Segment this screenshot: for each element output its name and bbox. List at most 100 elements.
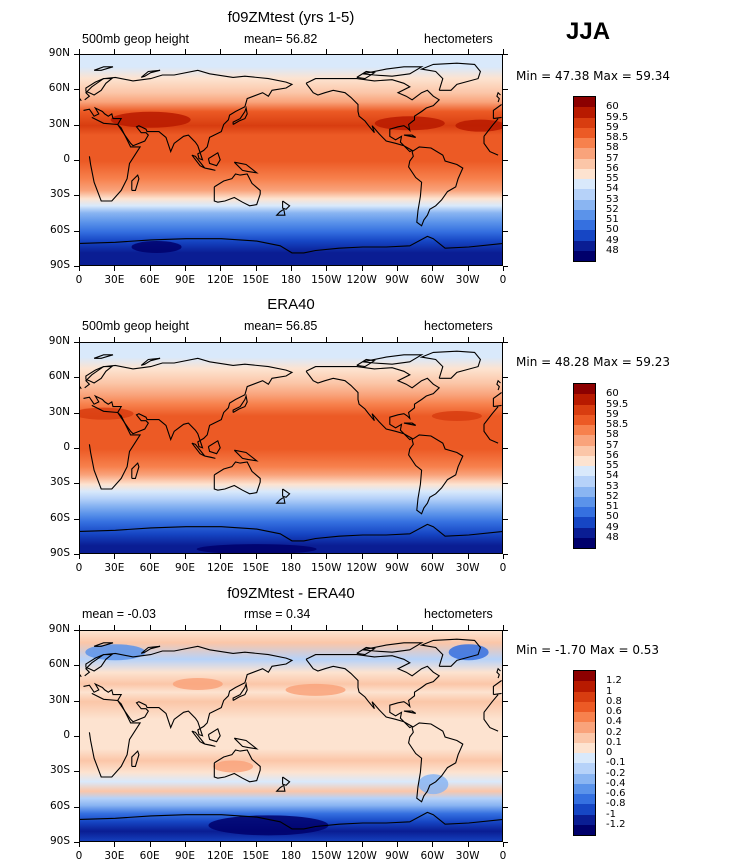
tick-mark (114, 266, 116, 271)
lat-tick-label: 90S (49, 835, 70, 847)
lon-tick-label: 150W (311, 562, 342, 574)
coastline (213, 461, 261, 495)
colorbar-label: 48 (606, 244, 619, 256)
coastline (282, 200, 291, 210)
field-anomaly (172, 678, 223, 690)
tick-mark (397, 266, 398, 271)
colorbar-label: 58 (606, 429, 619, 441)
colorbar-label: 48 (606, 531, 619, 543)
tick-mark (361, 625, 363, 630)
colorbar-label: 60 (606, 388, 619, 400)
field-anomaly (448, 644, 489, 661)
field-anomaly (431, 411, 482, 422)
tick-mark (361, 49, 363, 54)
colorbar-swatch (574, 158, 595, 169)
colorbar-label: 52 (606, 490, 619, 502)
colorbar (573, 383, 596, 549)
colorbar-swatch (574, 455, 595, 466)
colorbar-swatch (574, 189, 595, 200)
coastline (93, 66, 114, 71)
tick-mark (291, 554, 292, 559)
map-panel (79, 54, 503, 266)
coastline (191, 730, 206, 745)
tick-mark (503, 736, 508, 737)
tick-mark (503, 266, 504, 271)
tick-mark (74, 736, 79, 737)
tick-mark (74, 448, 79, 449)
colorbar-label: 56 (606, 162, 619, 174)
lon-tick-label: 60W (420, 562, 445, 574)
tick-mark (149, 554, 151, 559)
colorbar-swatch (574, 753, 595, 764)
colorbar-label: 1 (606, 685, 613, 697)
lon-tick-label: 0 (499, 562, 507, 574)
coastline (233, 737, 259, 750)
coastline (213, 749, 261, 783)
panel-minmax: Min = 47.38 Max = 59.34 (516, 69, 670, 83)
colorbar-label: 59 (606, 121, 619, 133)
coastline (83, 69, 502, 161)
colorbar-label: 55 (606, 460, 619, 471)
tick-mark (79, 554, 80, 559)
panel-left-label: 500mb geop height (82, 319, 190, 333)
tick-mark (503, 337, 504, 342)
tick-mark (291, 337, 292, 342)
tick-mark (220, 554, 222, 559)
tick-mark (74, 266, 79, 267)
field-anomaly (208, 815, 329, 836)
coastline (356, 646, 376, 656)
colorbar-label: 1.2 (606, 675, 622, 687)
lat-tick-label: 30N (48, 693, 70, 706)
tick-mark (255, 337, 257, 342)
tick-mark (326, 337, 328, 342)
coastline (131, 174, 140, 191)
panel-title: f09ZMtest (yrs 1-5) (227, 9, 355, 26)
map-canvas (80, 55, 502, 265)
tick-mark (503, 412, 508, 414)
lon-tick-label: 30W (455, 562, 480, 574)
coastline (213, 173, 261, 207)
tick-mark (361, 337, 363, 342)
colorbar-swatch (574, 824, 595, 835)
coastline (83, 357, 502, 449)
tick-mark (220, 49, 222, 54)
tick-mark (503, 266, 508, 267)
tick-mark (220, 337, 222, 342)
tick-mark (74, 195, 79, 197)
tick-mark (397, 337, 398, 342)
panel-center-label: rmse = 0.34 (244, 607, 311, 621)
colorbar-swatch (574, 445, 595, 456)
panel-center-label: mean= 56.82 (244, 32, 318, 46)
coastline (403, 134, 416, 138)
coastline (93, 642, 114, 647)
tick-mark (185, 337, 186, 342)
lon-tick-label: 120W (346, 274, 377, 286)
coastline (232, 393, 248, 413)
coastline (419, 638, 482, 667)
coastline (80, 523, 502, 542)
colorbar-label: 0 (606, 747, 613, 758)
lon-tick-label: 150W (311, 850, 342, 862)
colorbar-swatch (574, 701, 595, 712)
colorbar-swatch (574, 527, 595, 538)
tick-mark (255, 842, 257, 847)
lon-tick-label: 90E (175, 562, 195, 574)
coastline (282, 488, 291, 498)
coastline (140, 357, 161, 366)
tick-mark (467, 337, 469, 342)
colorbar-swatch (574, 814, 595, 825)
coastline (305, 654, 441, 729)
field-anomaly (196, 544, 317, 553)
colorbar-label: 51 (606, 214, 619, 225)
tick-mark (185, 554, 186, 559)
colorbar-label: 54 (606, 470, 619, 482)
tick-mark (432, 49, 434, 54)
colorbar-label: 58 (606, 142, 619, 154)
colorbar-swatch (574, 476, 595, 487)
lon-tick-label: 150E (242, 562, 269, 574)
tick-mark (326, 49, 328, 54)
tick-mark (326, 842, 328, 847)
colorbar-label: 50 (606, 511, 619, 523)
lon-tick-label: 60E (139, 274, 160, 286)
colorbar-label: 57 (606, 152, 619, 164)
